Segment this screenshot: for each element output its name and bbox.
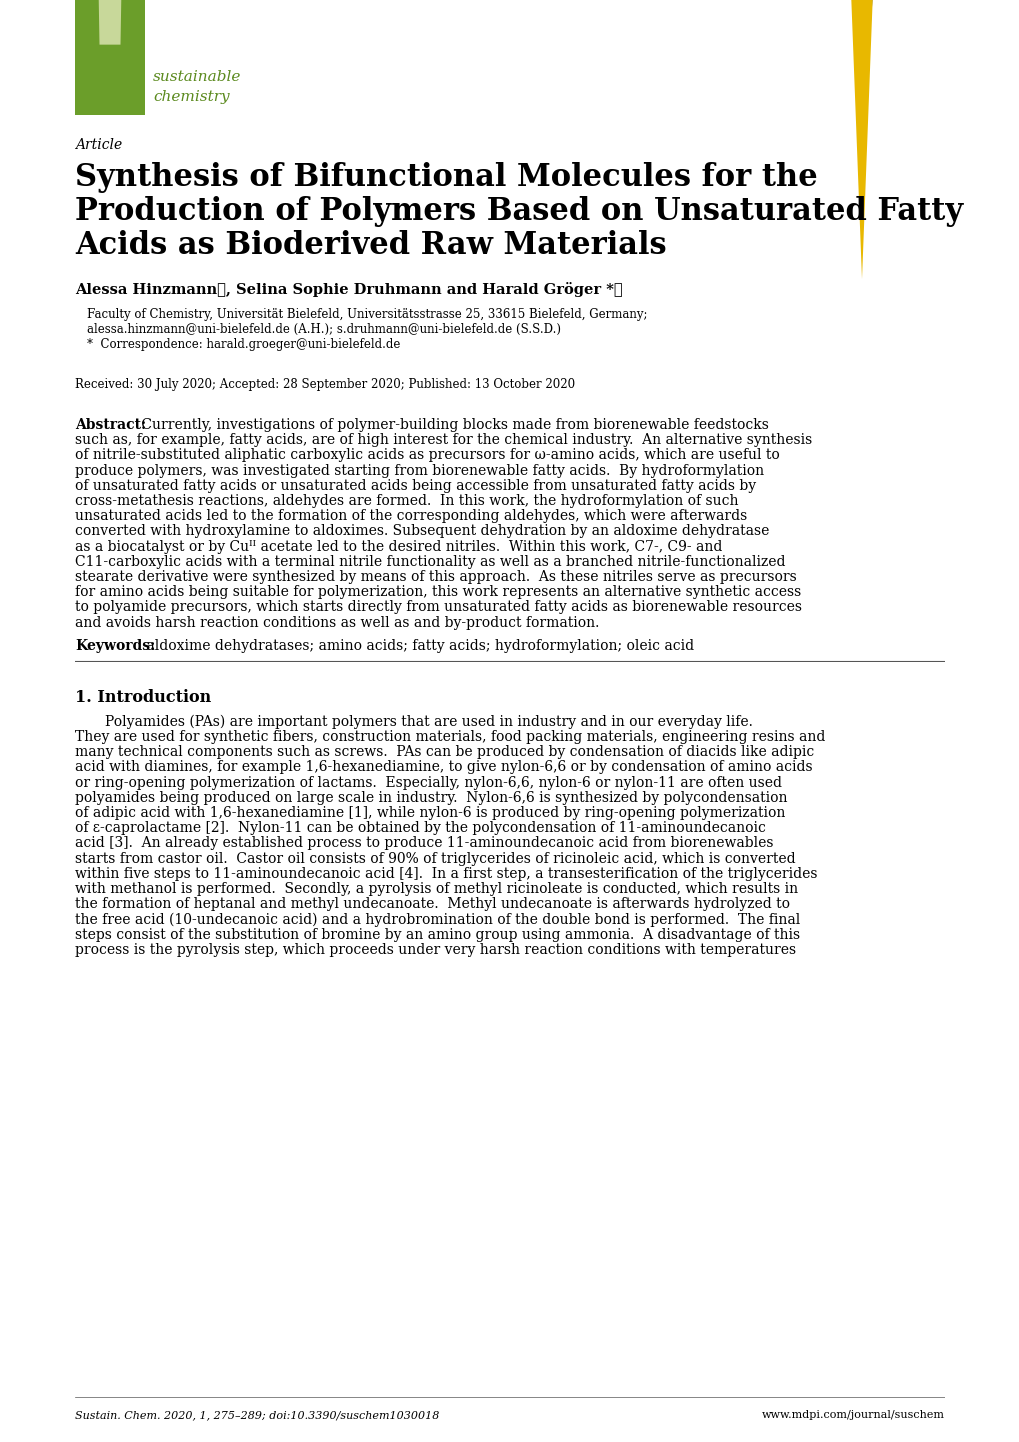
- Polygon shape: [849, 0, 873, 280]
- Text: within five steps to 11-aminoundecanoic acid [4].  In a first step, a transester: within five steps to 11-aminoundecanoic …: [75, 867, 816, 881]
- Text: Keywords:: Keywords:: [75, 639, 155, 653]
- Text: converted with hydroxylamine to aldoximes. Subsequent dehydration by an aldoxime: converted with hydroxylamine to aldoxime…: [75, 525, 768, 538]
- Text: chemistry: chemistry: [153, 89, 229, 104]
- Text: steps consist of the substitution of bromine by an amino group using ammonia.  A: steps consist of the substitution of bro…: [75, 927, 799, 942]
- Text: Faculty of Chemistry, Universität Bielefeld, Universitätsstrasse 25, 33615 Biele: Faculty of Chemistry, Universität Bielef…: [87, 309, 647, 322]
- Text: for amino acids being suitable for polymerization, this work represents an alter: for amino acids being suitable for polym…: [75, 585, 801, 600]
- Text: C11-carboxylic acids with a terminal nitrile functionality as well as a branched: C11-carboxylic acids with a terminal nit…: [75, 555, 785, 568]
- Text: Synthesis of Bifunctional Molecules for the: Synthesis of Bifunctional Molecules for …: [75, 162, 817, 193]
- Text: stearate derivative were synthesized by means of this approach.  As these nitril: stearate derivative were synthesized by …: [75, 570, 796, 584]
- Text: www.mdpi.com/journal/suschem: www.mdpi.com/journal/suschem: [761, 1410, 944, 1420]
- Text: of unsaturated fatty acids or unsaturated acids being accessible from unsaturate: of unsaturated fatty acids or unsaturate…: [75, 479, 755, 493]
- Text: They are used for synthetic fibers, construction materials, food packing materia: They are used for synthetic fibers, cons…: [75, 730, 824, 744]
- Text: or ring-opening polymerization of lactams.  Especially, nylon-6,6, nylon-6 or ny: or ring-opening polymerization of lactam…: [75, 776, 782, 790]
- Text: aldoxime dehydratases; amino acids; fatty acids; hydroformylation; oleic acid: aldoxime dehydratases; amino acids; fatt…: [142, 639, 694, 653]
- Text: Acids as Bioderived Raw Materials: Acids as Bioderived Raw Materials: [75, 231, 666, 261]
- Text: acid [3].  An already established process to produce 11-aminoundecanoic acid fro: acid [3]. An already established process…: [75, 836, 772, 851]
- Text: Polyamides (PAs) are important polymers that are used in industry and in our eve: Polyamides (PAs) are important polymers …: [105, 715, 752, 730]
- Polygon shape: [95, 0, 125, 45]
- Text: and avoids harsh reaction conditions as well as and by-product formation.: and avoids harsh reaction conditions as …: [75, 616, 599, 630]
- Text: Currently, investigations of polymer-building blocks made from biorenewable feed: Currently, investigations of polymer-bui…: [137, 418, 768, 433]
- Text: Received: 30 July 2020; Accepted: 28 September 2020; Published: 13 October 2020: Received: 30 July 2020; Accepted: 28 Sep…: [75, 378, 575, 391]
- Text: many technical components such as screws.  PAs can be produced by condensation o: many technical components such as screws…: [75, 746, 813, 758]
- Text: *  Correspondence: harald.groeger@uni-bielefeld.de: * Correspondence: harald.groeger@uni-bie…: [87, 337, 400, 350]
- Text: Article: Article: [75, 138, 122, 151]
- Text: to polyamide precursors, which starts directly from unsaturated fatty acids as b: to polyamide precursors, which starts di…: [75, 600, 801, 614]
- Text: polyamides being produced on large scale in industry.  Nylon-6,6 is synthesized : polyamides being produced on large scale…: [75, 790, 787, 805]
- Text: alessa.hinzmann@uni-bielefeld.de (A.H.); s.druhmann@uni-bielefeld.de (S.S.D.): alessa.hinzmann@uni-bielefeld.de (A.H.);…: [87, 323, 560, 336]
- Text: Production of Polymers Based on Unsaturated Fatty: Production of Polymers Based on Unsatura…: [75, 196, 962, 226]
- Text: 1. Introduction: 1. Introduction: [75, 689, 211, 705]
- Text: process is the pyrolysis step, which proceeds under very harsh reaction conditio: process is the pyrolysis step, which pro…: [75, 943, 796, 957]
- Text: produce polymers, was investigated starting from biorenewable fatty acids.  By h: produce polymers, was investigated start…: [75, 463, 763, 477]
- FancyBboxPatch shape: [75, 0, 145, 115]
- Text: Sustain. Chem. 2020, 1, 275–289; doi:10.3390/suschem1030018: Sustain. Chem. 2020, 1, 275–289; doi:10.…: [75, 1410, 439, 1420]
- Text: unsaturated acids led to the formation of the corresponding aldehydes, which wer: unsaturated acids led to the formation o…: [75, 509, 747, 523]
- Text: acid with diamines, for example 1,6-hexanediamine, to give nylon-6,6 or by conde: acid with diamines, for example 1,6-hexa…: [75, 760, 812, 774]
- Text: of nitrile-substituted aliphatic carboxylic acids as precursors for ω-amino acid: of nitrile-substituted aliphatic carboxy…: [75, 448, 779, 463]
- Text: such as, for example, fatty acids, are of high interest for the chemical industr: such as, for example, fatty acids, are o…: [75, 433, 811, 447]
- Text: of ε-caprolactame [2].  Nylon-11 can be obtained by the polycondensation of 11-a: of ε-caprolactame [2]. Nylon-11 can be o…: [75, 820, 765, 835]
- Text: of adipic acid with 1,6-hexanediamine [1], while nylon-6 is produced by ring-ope: of adipic acid with 1,6-hexanediamine [1…: [75, 806, 785, 820]
- Text: the free acid (10-undecanoic acid) and a hydrobromination of the double bond is : the free acid (10-undecanoic acid) and a…: [75, 913, 800, 927]
- Text: sustainable: sustainable: [153, 71, 242, 84]
- Text: Abstract:: Abstract:: [75, 418, 146, 433]
- Text: the formation of heptanal and methyl undecanoate.  Methyl undecanoate is afterwa: the formation of heptanal and methyl und…: [75, 897, 790, 911]
- Text: as a biocatalyst or by Cuᴵᴵ acetate led to the desired nitriles.  Within this wo: as a biocatalyst or by Cuᴵᴵ acetate led …: [75, 539, 721, 554]
- Text: Alessa Hinzmannⓘ, Selina Sophie Druhmann and Harald Gröger *ⓘ: Alessa Hinzmannⓘ, Selina Sophie Druhmann…: [75, 283, 622, 297]
- Text: cross-metathesis reactions, aldehydes are formed.  In this work, the hydroformyl: cross-metathesis reactions, aldehydes ar…: [75, 495, 738, 508]
- Text: starts from castor oil.  Castor oil consists of 90% of triglycerides of ricinole: starts from castor oil. Castor oil consi…: [75, 852, 795, 865]
- Text: with methanol is performed.  Secondly, a pyrolysis of methyl ricinoleate is cond: with methanol is performed. Secondly, a …: [75, 883, 797, 895]
